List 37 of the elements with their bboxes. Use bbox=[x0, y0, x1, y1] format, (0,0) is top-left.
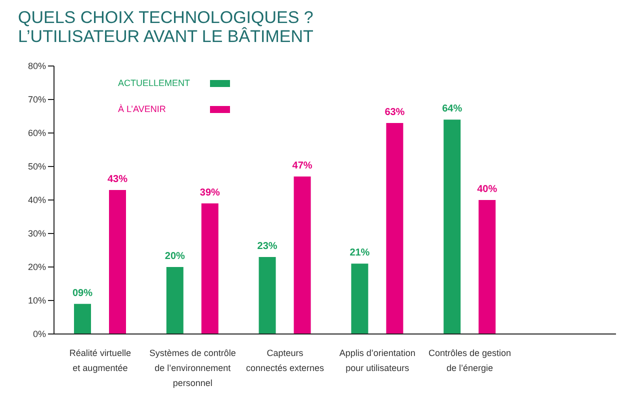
data-label: 63% bbox=[384, 106, 405, 118]
bar bbox=[201, 203, 218, 334]
y-tick-label: 60% bbox=[28, 128, 46, 138]
y-tick-label: 80% bbox=[28, 61, 46, 72]
data-label: 09% bbox=[72, 288, 93, 299]
data-label: 39% bbox=[200, 187, 220, 198]
y-tick-label: 20% bbox=[28, 262, 46, 272]
y-tick-label: 0% bbox=[32, 329, 46, 340]
bar bbox=[351, 264, 368, 334]
bar bbox=[478, 200, 496, 334]
y-tick-label: 40% bbox=[28, 195, 46, 206]
y-tick-label: 50% bbox=[28, 162, 46, 172]
x-tick-label: Réalité virtuelle et augmentée bbox=[69, 348, 131, 373]
data-label: 20% bbox=[164, 251, 186, 262]
legend-label: ACTUELLEMENT bbox=[118, 78, 192, 88]
x-tick-label: Applis d’orientation pour utilisateurs bbox=[339, 348, 416, 373]
bar bbox=[294, 176, 311, 334]
y-tick-label: 70% bbox=[28, 94, 46, 105]
bar bbox=[258, 256, 276, 334]
x-tick-label: Capteurs connectés externes bbox=[246, 348, 325, 373]
bar bbox=[109, 190, 126, 334]
bar bbox=[166, 267, 184, 334]
data-label: 21% bbox=[350, 248, 370, 259]
data-label: 43% bbox=[107, 174, 128, 185]
bar bbox=[74, 304, 91, 334]
y-tick-label: 10% bbox=[28, 296, 46, 306]
bar bbox=[444, 120, 461, 334]
text: À L’AVENIR bbox=[118, 104, 167, 114]
x-tick-label: Systèmes de contrôle de l’environnement personnel bbox=[149, 348, 236, 388]
data-label: 64% bbox=[442, 104, 462, 115]
data-label: 23% bbox=[257, 240, 278, 252]
bar bbox=[386, 122, 404, 334]
x-tick-label: Contrôles de gestion de l’énergie bbox=[428, 348, 512, 373]
data-label: 47% bbox=[292, 160, 312, 172]
data-label: 40% bbox=[477, 184, 498, 195]
y-tick-label: 30% bbox=[28, 228, 46, 239]
chart-title: QUELS CHOIX TECHNOLOGIQUES ? L’UTILISATEUR AVANT LE BÂTIMENT bbox=[18, 8, 314, 46]
